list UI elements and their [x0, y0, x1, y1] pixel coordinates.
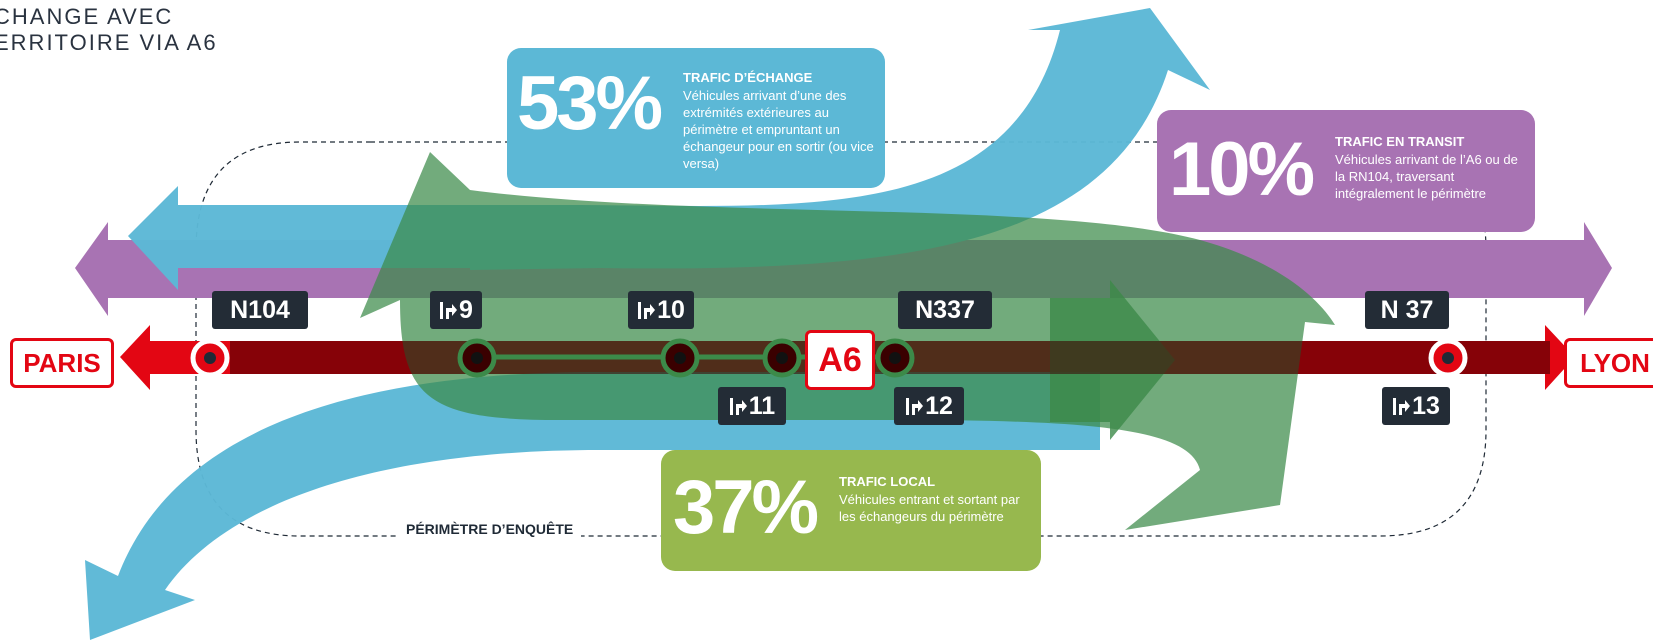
exchange-flow-arrow-south: [85, 372, 1100, 640]
exit-icon: [729, 398, 747, 415]
exit-icon: [1393, 398, 1411, 415]
local-title: TRAFIC LOCAL: [839, 474, 936, 489]
title-line-1: CHANGE AVEC: [0, 4, 174, 29]
diagram-title: CHANGE AVEC ERRITOIRE VIA A6: [0, 4, 218, 56]
exit-label-9: 9: [430, 291, 482, 329]
city-label-paris: PARIS: [10, 338, 114, 388]
exit-label-12: 12: [894, 387, 964, 425]
local-description: Véhicules entrant et sortant par les éch…: [839, 492, 1020, 524]
exchange-description: Véhicules arrivant d’une des extrémités …: [683, 88, 874, 171]
survey-perimeter-outline: [195, 141, 1487, 537]
local-percent: 37%: [673, 465, 819, 550]
road-label-n37: N 37: [1365, 291, 1449, 329]
exchange-percent: 53%: [517, 61, 663, 146]
highway-label-a6: A6: [805, 330, 875, 390]
exit-icon: [638, 302, 656, 319]
city-label-lyon: LYON: [1564, 338, 1653, 388]
perimeter-label: PÉRIMÈTRE D’ENQUÊTE: [398, 521, 582, 537]
exit-label-13: 13: [1382, 387, 1450, 425]
exchange-title: TRAFIC D’ÉCHANGE: [683, 70, 813, 85]
exit-icon: [440, 302, 458, 319]
exit-icon: [906, 398, 924, 415]
transit-traffic-box: 10% TRAFIC EN TRANSIT Véhicules arrivant…: [1157, 110, 1535, 232]
local-traffic-box: 37% TRAFIC LOCAL Véhicules entrant et so…: [661, 450, 1041, 571]
title-line-2: ERRITOIRE VIA A6: [0, 30, 218, 55]
transit-percent: 10%: [1169, 127, 1315, 212]
transit-description: Véhicules arrivant de l’A6 ou de la RN10…: [1335, 152, 1518, 201]
exit-label-11: 11: [718, 387, 786, 425]
road-label-n104: N104: [212, 291, 308, 329]
road-label-n337: N337: [898, 291, 992, 329]
interchange-nodes: [190, 338, 1468, 378]
transit-title: TRAFIC EN TRANSIT: [1335, 134, 1465, 149]
exit-label-10: 10: [628, 291, 694, 329]
exchange-traffic-box: 53% TRAFIC D’ÉCHANGE Véhicules arrivant …: [507, 48, 885, 188]
